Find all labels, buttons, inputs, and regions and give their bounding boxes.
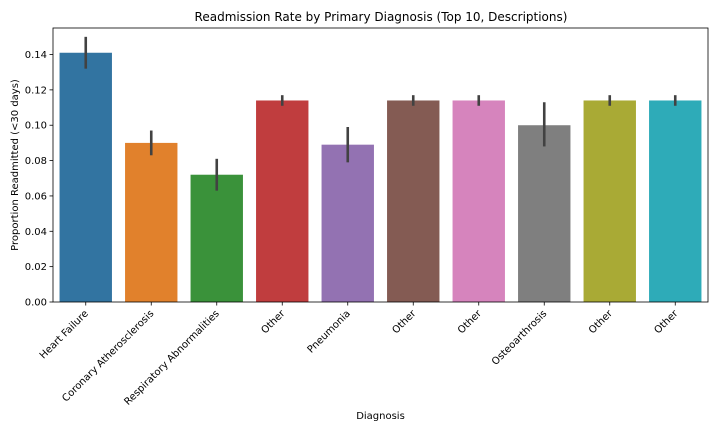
x-tick-label-9: Other xyxy=(587,308,615,336)
bar-2 xyxy=(125,142,178,302)
y-tick-label-6: 0.12 xyxy=(25,85,47,96)
bars-layer xyxy=(59,52,702,303)
bar-8 xyxy=(518,125,571,303)
x-axis-label: Diagnosis xyxy=(356,411,405,422)
bar-5 xyxy=(321,144,374,302)
y-axis-label: Proportion Readmitted (<30 days) xyxy=(10,79,21,251)
bar-9 xyxy=(583,100,636,302)
x-tick-label-7: Other xyxy=(456,308,484,336)
y-tick-label-0: 0.00 xyxy=(25,298,47,309)
x-tick-label-10: Other xyxy=(653,308,681,336)
y-tick-label-2: 0.04 xyxy=(25,227,47,238)
bar-7 xyxy=(452,100,505,302)
error-bars-layer xyxy=(84,36,677,191)
y-tick-label-1: 0.02 xyxy=(25,262,47,273)
bar-10 xyxy=(649,100,702,302)
chart-title: Readmission Rate by Primary Diagnosis (T… xyxy=(195,10,568,24)
x-tick-label-5: Pneumonia xyxy=(306,308,353,355)
x-tick-label-6: Other xyxy=(391,308,419,336)
x-tick-label-8: Osteoarthrosis xyxy=(490,308,549,367)
bar-3 xyxy=(190,174,243,302)
y-tick-label-7: 0.14 xyxy=(25,50,47,61)
y-tick-label-3: 0.06 xyxy=(25,191,47,202)
bar-4 xyxy=(256,100,309,302)
plot-frame xyxy=(52,27,709,303)
x-tick-label-4: Other xyxy=(260,308,288,336)
y-tick-label-4: 0.08 xyxy=(25,156,47,167)
y-axis: 0.00 0.02 0.04 0.06 0.08 0.10 0.12 0.14 xyxy=(25,50,53,309)
x-tick-label-1: Heart Failure xyxy=(38,308,91,361)
bar-1 xyxy=(59,52,112,303)
bar-6 xyxy=(387,100,440,302)
y-tick-label-5: 0.10 xyxy=(25,121,47,132)
